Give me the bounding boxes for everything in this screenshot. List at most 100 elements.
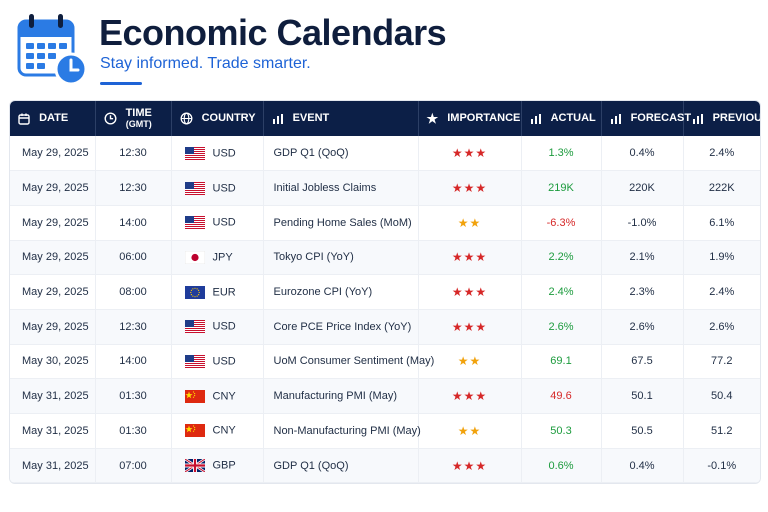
importance-stars-icon: ★★★ (451, 250, 488, 265)
cell-country: USD (171, 344, 264, 380)
column-label-time-zone: (GMT) (125, 118, 152, 129)
bar-chart-icon (692, 113, 703, 124)
importance-stars-icon: ★★★ (451, 146, 488, 161)
cell-date: May 31, 2025 (10, 448, 96, 484)
cell-previous: 1.9% (683, 240, 760, 276)
table-row[interactable]: May 30, 2025 14:00 USD UoM Consumer Sentime… (10, 344, 760, 380)
column-header-country[interactable]: COUNTRY (171, 101, 264, 136)
cell-country: CNY (171, 413, 264, 449)
cell-country-code: CNY (212, 390, 236, 403)
jp-flag-icon (184, 250, 205, 265)
cell-importance: ★★ (418, 413, 522, 449)
cell-date: May 31, 2025 (10, 413, 96, 449)
cell-event: Eurozone CPI (YoY) (263, 274, 419, 310)
table-row[interactable]: May 29, 2025 08:00 EUR Eurozone CPI (YoY) ★★… (10, 274, 760, 310)
gb-flag-icon (183, 457, 206, 474)
cell-country-code: CNY (212, 424, 236, 437)
cell-date: May 31, 2025 (10, 378, 96, 414)
cell-actual: 2.4% (521, 274, 602, 310)
cell-event: Tokyo CPI (YoY) (263, 240, 419, 276)
cell-country-code: EUR (212, 286, 236, 299)
cell-time: 12:30 (95, 309, 172, 345)
table-row[interactable]: May 29, 2025 12:30 USD Initial Jobless Clai… (10, 170, 760, 206)
cell-actual: 50.3 (521, 413, 602, 449)
cell-date: May 29, 2025 (10, 240, 96, 276)
cell-forecast: 50.1 (601, 378, 684, 414)
cell-importance: ★★ (418, 344, 522, 380)
table-row[interactable]: May 31, 2025 07:00 GBP GDP Q1 (QoQ) ★★★ 0.6% 0… (10, 448, 760, 484)
us-flag-icon (184, 146, 205, 160)
column-header-importance[interactable]: ★ IMPORTANCE (418, 101, 522, 136)
column-header-date[interactable]: DATE (10, 101, 96, 136)
cell-importance: ★★★ (418, 309, 522, 345)
us-flag-icon (184, 216, 205, 230)
cell-importance: ★★★ (418, 448, 522, 484)
clock-icon (103, 112, 117, 125)
table-row[interactable]: May 29, 2025 12:30 USD Core PCE Price Index… (10, 309, 760, 345)
cell-time: 01:30 (95, 413, 172, 449)
cell-actual: -6.3% (521, 205, 602, 241)
cell-time: 12:30 (95, 136, 172, 172)
cell-country-code: USD (212, 182, 236, 195)
table-row[interactable]: May 29, 2025 06:00 JPY Tokyo CPI (YoY) ★★★ 2.… (10, 240, 760, 276)
table-body: May 29, 2025 12:30 USD GDP Q1 (QoQ) ★★★ 1.3% 0… (10, 136, 760, 484)
globe-icon (180, 112, 192, 125)
cell-forecast: 2.3% (601, 274, 684, 310)
cell-previous: 50.4 (683, 378, 760, 414)
cell-previous: 2.4% (683, 274, 760, 310)
cell-date: May 29, 2025 (10, 170, 96, 206)
cell-country-code: USD (212, 355, 236, 368)
page-subtitle: Stay informed. Trade smarter. (100, 55, 311, 72)
table-row[interactable]: May 31, 2025 01:30 CNY Manufacturing PMI (M… (10, 378, 760, 414)
table-row[interactable]: May 29, 2025 12:30 USD GDP Q1 (QoQ) ★★★ 1.3% 0… (10, 136, 760, 172)
column-header-actual[interactable]: ACTUAL (521, 101, 602, 136)
cell-forecast: -1.0% (601, 205, 684, 241)
cell-importance: ★★★ (418, 170, 522, 206)
cell-forecast: 2.1% (601, 240, 684, 276)
column-header-previous[interactable]: PREVIOUS (683, 101, 760, 136)
cell-country-code: GBP (212, 459, 236, 472)
table-row[interactable]: May 29, 2025 14:00 USD Pending Home Sales (… (10, 205, 760, 241)
cell-date: May 30, 2025 (10, 344, 96, 380)
page-title: Economic Calendars (99, 12, 447, 53)
cell-event: Pending Home Sales (MoM) (263, 205, 419, 241)
column-label-actual: ACTUAL (550, 112, 596, 125)
calendar-table-container: DATE TIME (GMT) COUNTRY EVENT ★ IMPORTANC… (9, 100, 761, 485)
cell-previous: 2.6% (683, 309, 760, 345)
cell-actual: 2.2% (521, 240, 602, 276)
cell-importance: ★★ (418, 205, 522, 241)
cell-actual: 2.6% (521, 309, 602, 345)
cell-event: GDP Q1 (QoQ) (263, 136, 419, 172)
column-header-event[interactable]: EVENT (263, 101, 419, 136)
importance-stars-icon: ★★ (457, 354, 482, 369)
cell-country: JPY (171, 240, 264, 276)
cell-time: 06:00 (95, 240, 172, 276)
us-flag-icon (184, 181, 205, 195)
column-header-forecast[interactable]: FORECAST (601, 101, 691, 136)
cell-country: USD (171, 136, 264, 172)
importance-stars-icon: ★★ (457, 423, 482, 438)
calendar-icon (18, 113, 30, 125)
cell-forecast: 0.4% (601, 136, 684, 172)
cell-event: Manufacturing PMI (May) (263, 378, 419, 414)
cell-previous: 51.2 (683, 413, 760, 449)
importance-stars-icon: ★★★ (451, 389, 488, 404)
column-label-time: TIME (125, 106, 152, 119)
column-header-time[interactable]: TIME (GMT) (95, 101, 172, 136)
subtitle-underline (100, 82, 142, 85)
cell-country: USD (171, 170, 264, 206)
cell-time: 08:00 (95, 274, 172, 310)
cell-country-code: USD (212, 320, 236, 333)
cell-event: UoM Consumer Sentiment (May) (263, 344, 434, 380)
importance-stars-icon: ★★★ (451, 319, 488, 334)
table-row[interactable]: May 31, 2025 01:30 CNY Non-Manufacturing PM… (10, 413, 760, 449)
cell-forecast: 67.5 (601, 344, 684, 380)
cn-flag-icon (184, 424, 205, 438)
cell-country: GBP (171, 448, 264, 484)
cell-event: GDP Q1 (QoQ) (263, 448, 419, 484)
importance-stars-icon: ★★★ (451, 285, 488, 300)
column-label-event: EVENT (292, 112, 330, 125)
us-flag-icon (184, 320, 205, 334)
cell-date: May 29, 2025 (10, 136, 96, 172)
cell-date: May 29, 2025 (10, 205, 96, 241)
